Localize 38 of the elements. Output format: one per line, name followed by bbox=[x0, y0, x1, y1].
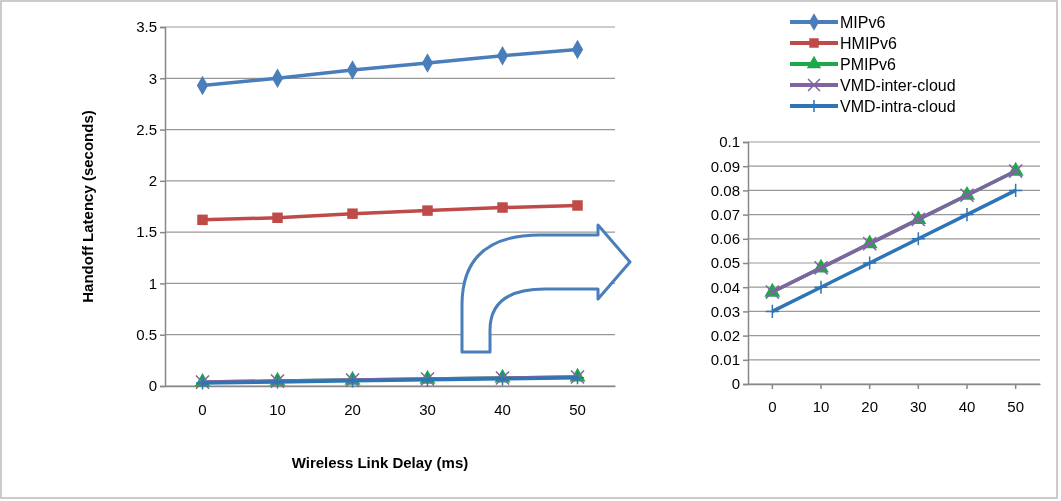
y-tick-label: 0.02 bbox=[710, 326, 740, 344]
x-tick-label: 30 bbox=[909, 397, 927, 415]
y-tick-label: 0 bbox=[731, 375, 740, 393]
y-tick-label: 0.08 bbox=[710, 181, 740, 199]
x-tick-label: 0 bbox=[768, 397, 777, 415]
y-tick-label: 0.01 bbox=[710, 351, 740, 369]
y-tick-label: 0.05 bbox=[710, 254, 740, 272]
y-tick-label: 1.5 bbox=[136, 223, 157, 241]
y-tick-label: 0.06 bbox=[710, 230, 740, 248]
legend-label: VMD-intra-cloud bbox=[840, 98, 956, 115]
y-tick-label: 1 bbox=[148, 274, 157, 292]
x-tick-label: 20 bbox=[861, 397, 879, 415]
y-tick-label: 0 bbox=[148, 377, 157, 395]
y-tick-label: 0.09 bbox=[710, 157, 740, 175]
x-tick-label: 40 bbox=[494, 400, 511, 418]
x-tick-label: 40 bbox=[958, 397, 976, 415]
y-tick-label: 0.03 bbox=[710, 302, 740, 320]
y-tick-label: 0.5 bbox=[136, 326, 157, 344]
y-tick-label: 3.5 bbox=[136, 18, 157, 36]
x-axis-title: Wireless Link Delay (ms) bbox=[291, 454, 469, 471]
y-axis-title: Handoff Latency (seconds) bbox=[79, 110, 96, 303]
y-tick-label: 2.5 bbox=[136, 120, 157, 138]
x-tick-label: 0 bbox=[198, 400, 207, 418]
y-tick-label: 0.04 bbox=[710, 278, 740, 296]
y-tick-label: 0.07 bbox=[710, 205, 740, 223]
legend-label: HMIPv6 bbox=[840, 35, 897, 52]
y-tick-label: 2 bbox=[148, 172, 157, 190]
x-tick-label: 50 bbox=[569, 400, 586, 418]
x-tick-label: 30 bbox=[419, 400, 436, 418]
y-tick-label: 0.1 bbox=[719, 133, 740, 151]
legend-label: MIPv6 bbox=[840, 14, 886, 31]
x-tick-label: 20 bbox=[344, 400, 361, 418]
x-tick-label: 50 bbox=[1007, 397, 1025, 415]
y-tick-label: 3 bbox=[148, 69, 157, 87]
legend-label: PMIPv6 bbox=[840, 56, 897, 73]
legend-label: VMD-inter-cloud bbox=[840, 77, 956, 94]
x-tick-label: 10 bbox=[812, 397, 830, 415]
x-tick-label: 10 bbox=[269, 400, 286, 418]
